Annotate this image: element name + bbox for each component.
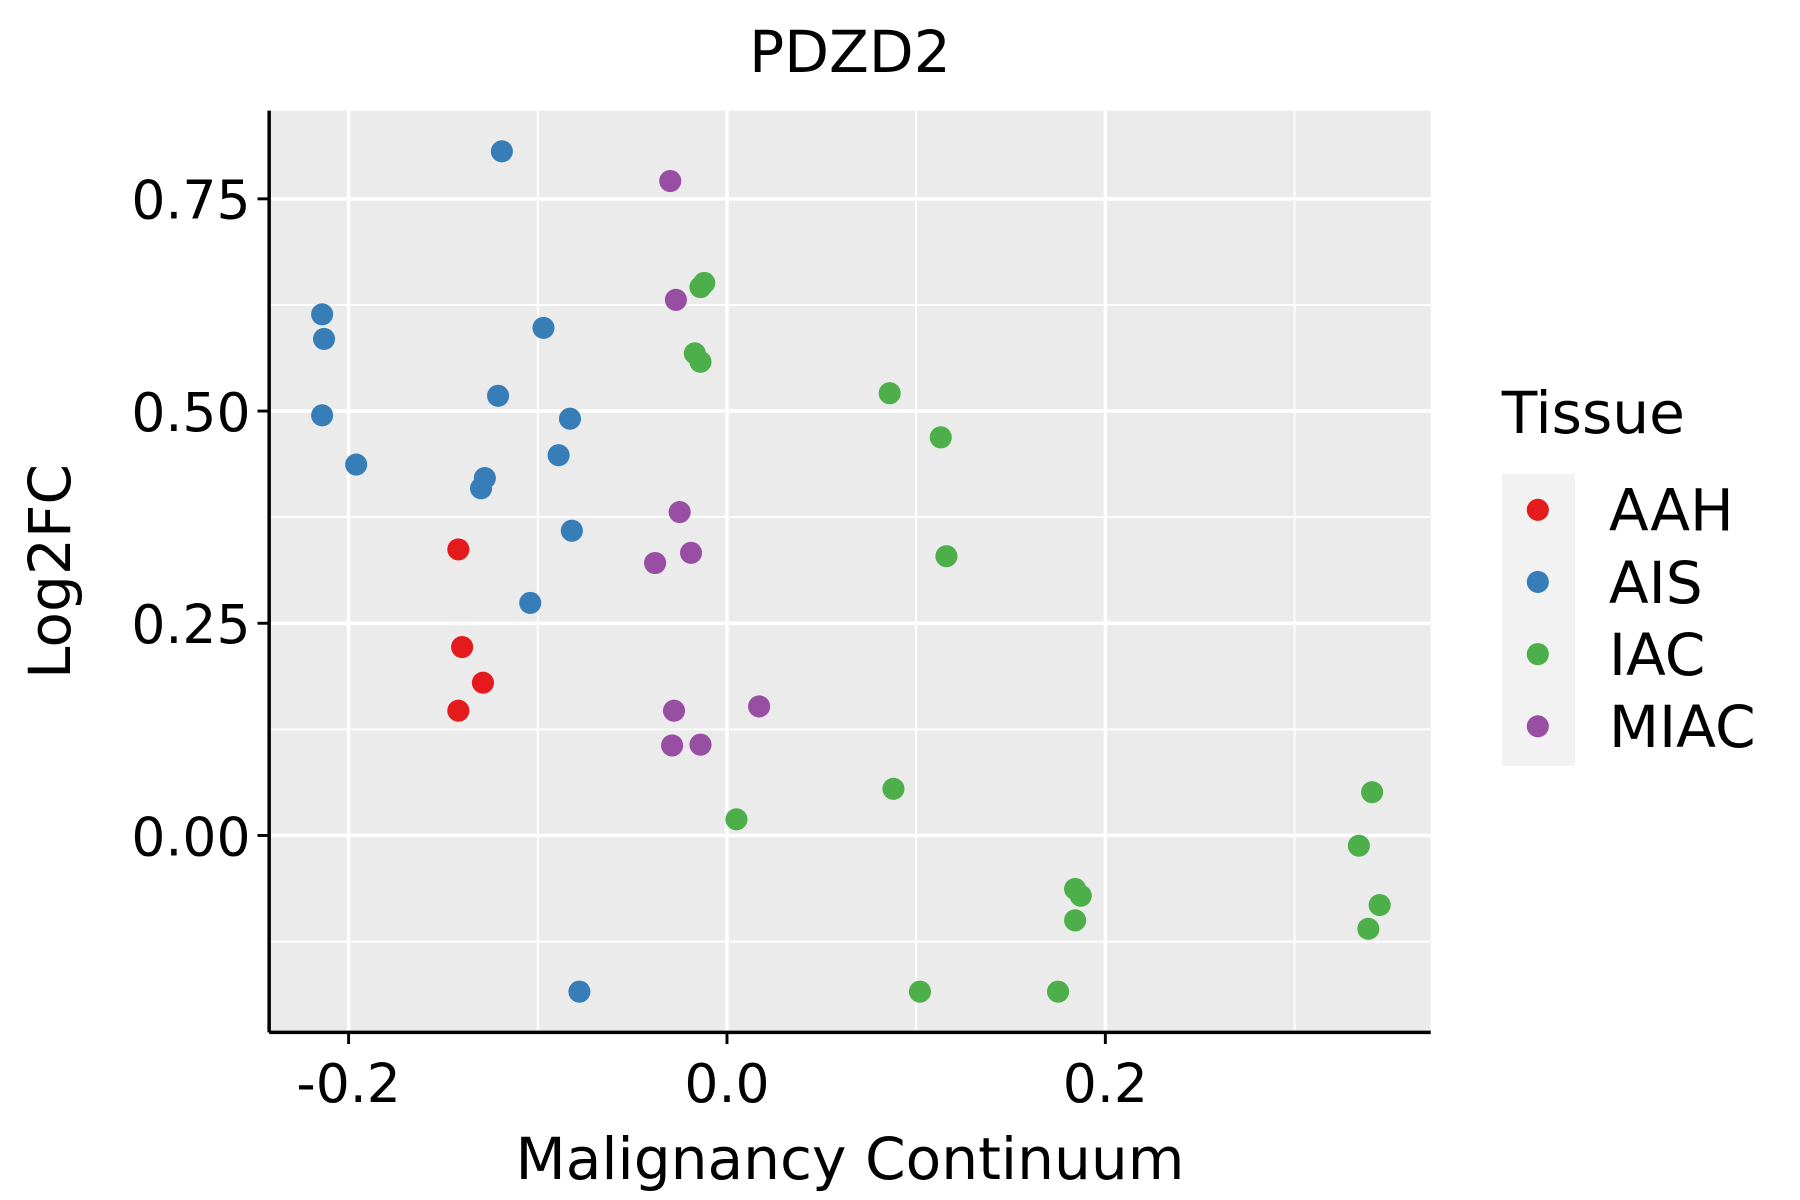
point-iac <box>1347 834 1370 857</box>
y-tick-label: 0.25 <box>131 593 250 656</box>
y-axis-label: Log2FC <box>16 464 84 679</box>
data-points <box>311 140 1391 1003</box>
point-ais <box>519 591 542 614</box>
point-miac <box>689 733 712 756</box>
point-miac <box>664 288 687 311</box>
axis-ticks: -0.2 0.0 0.2 0.00 0.25 0.50 0.75 <box>131 169 1148 1116</box>
point-miac <box>748 695 771 718</box>
legend-label-miac: MIAC <box>1609 693 1756 761</box>
point-iac <box>929 426 952 449</box>
point-ais <box>487 384 510 407</box>
point-iac <box>725 808 748 831</box>
point-miac <box>661 734 684 757</box>
y-tick-label: 0.50 <box>131 381 250 444</box>
point-ais <box>490 140 513 163</box>
point-iac <box>1046 980 1070 1003</box>
plot-panel <box>269 110 1431 1033</box>
point-miac <box>662 699 686 722</box>
point-iac <box>1064 909 1087 932</box>
y-tick-label: 0.75 <box>131 169 250 232</box>
point-aah <box>451 635 474 659</box>
point-ais <box>568 980 591 1003</box>
point-iac <box>882 777 905 800</box>
point-iac <box>1069 884 1092 907</box>
point-miac <box>644 551 667 575</box>
point-iac <box>878 382 901 405</box>
y-tick-label: 0.00 <box>131 805 250 868</box>
x-axis-label: Malignancy Continuum <box>516 1125 1185 1193</box>
point-ais <box>547 444 570 467</box>
x-tick-label: 0.2 <box>1063 1052 1148 1115</box>
point-miac <box>668 501 691 524</box>
point-miac <box>679 541 703 564</box>
point-ais <box>560 519 583 542</box>
legend-label-iac: IAC <box>1609 621 1706 689</box>
legend-title: Tissue <box>1501 379 1685 447</box>
legend-label-ais: AIS <box>1609 549 1703 617</box>
point-iac <box>935 545 958 568</box>
point-iac <box>908 980 932 1003</box>
point-aah <box>447 538 470 561</box>
legend-key-aah <box>1526 498 1549 521</box>
point-iac <box>1357 917 1380 940</box>
chart-title: PDZD2 <box>749 18 951 86</box>
point-miac <box>659 169 682 193</box>
x-tick-label: -0.2 <box>296 1052 400 1115</box>
legend-key-ais <box>1526 570 1549 594</box>
point-ais <box>345 453 368 476</box>
x-tick-label: 0.0 <box>684 1052 769 1115</box>
point-iac <box>689 350 712 373</box>
point-ais <box>312 327 336 350</box>
point-aah <box>471 671 494 694</box>
point-iac <box>689 276 712 299</box>
grid-lines <box>269 110 1431 1033</box>
point-iac <box>1361 781 1384 804</box>
point-ais <box>469 477 493 500</box>
point-ais <box>311 404 334 427</box>
point-aah <box>447 699 470 722</box>
point-ais <box>532 316 555 339</box>
point-ais <box>558 407 582 430</box>
legend-label-aah: AAH <box>1609 477 1734 545</box>
point-ais <box>311 303 334 326</box>
point-iac <box>1368 894 1391 917</box>
legend-key-iac <box>1526 643 1549 666</box>
legend-key-miac <box>1526 715 1549 738</box>
